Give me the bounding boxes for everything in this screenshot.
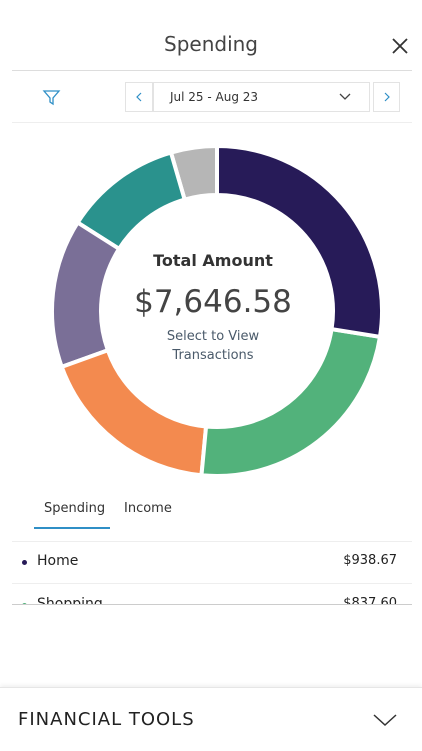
row-amount: $837.60 [343,596,397,604]
donut-segment[interactable] [199,326,383,478]
divider [12,541,412,542]
row-label: Shopping [37,596,103,604]
divider [12,604,412,605]
donut-segment[interactable] [74,150,188,252]
filter-button[interactable] [42,89,62,107]
tab-underline [34,527,110,529]
footer-title: FINANCIAL TOOLS [18,709,195,730]
row-label: Home [37,553,79,569]
category-row[interactable]: Home $938.67 [12,553,412,574]
divider [12,70,412,71]
category-row[interactable]: Shopping $837.60 [12,596,412,604]
page-title: Spending [164,32,258,56]
donut-segment[interactable] [215,143,384,340]
donut-segment[interactable] [59,347,209,478]
date-dropdown[interactable]: Jul 25 - Aug 23 [153,82,370,112]
bullet [22,603,27,604]
category-list: Home $938.67 Shopping $837.60 [0,542,422,604]
tab-spending[interactable]: Spending [44,501,106,516]
close-button[interactable] [390,36,410,56]
bullet [22,560,27,565]
divider [12,583,412,584]
expand-icon [373,714,397,727]
row-amount: $938.67 [343,553,397,568]
total-amount: $7,646.58 [134,284,292,320]
center-title: Total Amount [153,251,273,270]
divider [12,122,412,123]
donut-chart: Total Amount $7,646.58 Select to View Tr… [50,143,384,478]
hint: Select to View Transactions [166,329,260,363]
date-range: Jul 25 - Aug 23 [170,90,259,104]
tab-income[interactable]: Income [124,501,172,516]
next-button[interactable] [373,82,400,112]
donut-segment[interactable] [50,219,122,370]
prev-button[interactable] [125,82,153,112]
footer-panel[interactable]: FINANCIAL TOOLS [0,687,422,751]
